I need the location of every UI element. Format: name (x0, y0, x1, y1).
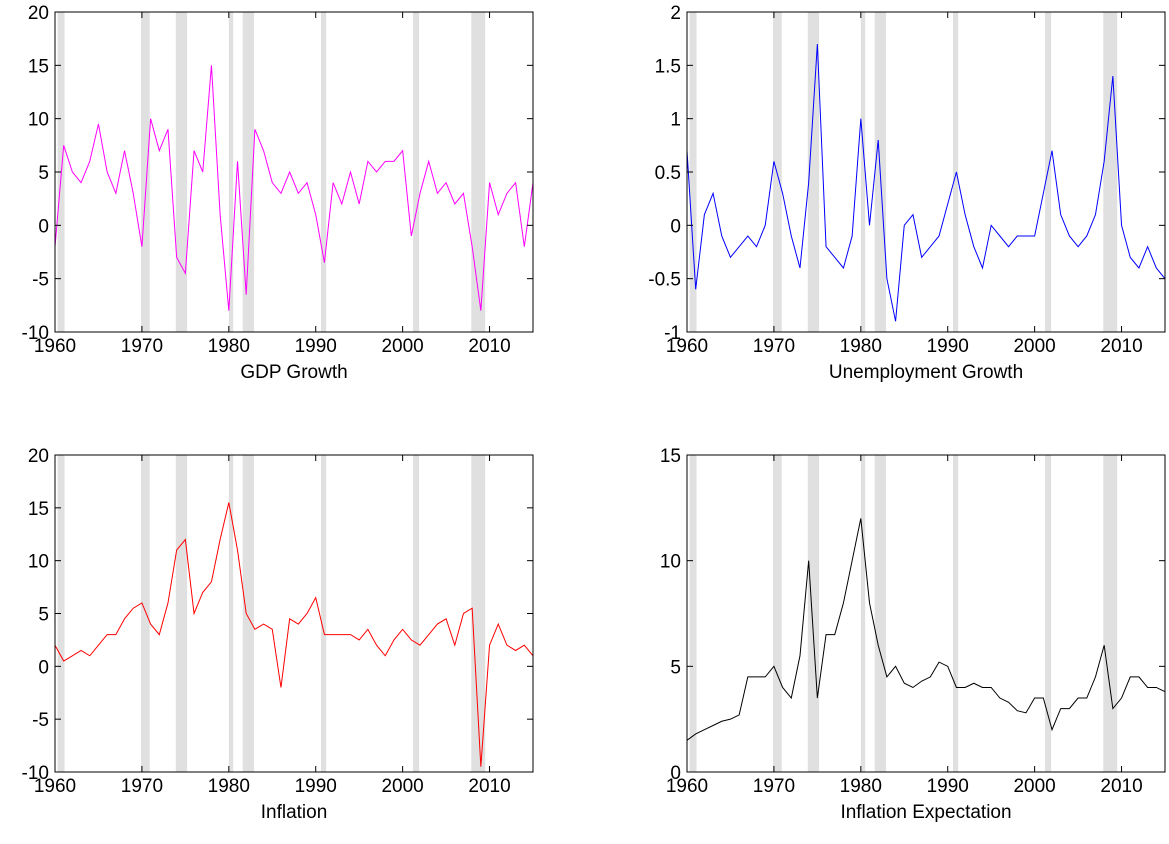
recession-band (860, 455, 866, 772)
y-tick-label: 10 (28, 110, 49, 131)
y-tick-label: -10 (22, 323, 49, 344)
x-tick-label: 2010 (468, 776, 510, 797)
x-tick-label: 1990 (295, 776, 337, 797)
series-line (54, 65, 534, 311)
recession-band (860, 12, 866, 332)
recession-band (141, 12, 150, 332)
x-axis-label: Unemployment Growth (829, 362, 1023, 383)
recession-band (471, 455, 486, 772)
recession-band (175, 12, 188, 332)
y-tick-label: 10 (660, 552, 681, 573)
x-tick-label: 1980 (208, 776, 250, 797)
recession-band (413, 12, 420, 332)
x-tick-label: 2000 (381, 776, 423, 797)
x-tick-label: 1980 (208, 336, 250, 357)
y-tick-label: 0 (670, 763, 681, 784)
recession-band (413, 455, 420, 772)
x-tick-label: 1970 (753, 336, 795, 357)
recession-band (773, 12, 782, 332)
x-tick-label: 1960 (34, 336, 76, 357)
x-tick-label: 1970 (753, 776, 795, 797)
recession-band (175, 455, 188, 772)
x-axis-label: Inflation Expectation (840, 802, 1011, 823)
recession-band (320, 455, 327, 772)
x-tick-label: 1990 (927, 776, 969, 797)
y-tick-label: 20 (28, 3, 49, 24)
y-tick-label: -0.5 (648, 270, 681, 291)
recession-band (141, 455, 150, 772)
x-tick-label: 2010 (1100, 776, 1142, 797)
y-tick-label: -10 (22, 763, 49, 784)
recession-band (689, 12, 697, 332)
y-tick-label: 0 (38, 657, 49, 678)
y-tick-label: 0.5 (655, 163, 681, 184)
x-tick-label: 2000 (1013, 776, 1055, 797)
x-tick-label: 2010 (1100, 336, 1142, 357)
y-tick-label: 5 (38, 163, 49, 184)
x-tick-label: 1960 (666, 336, 708, 357)
x-tick-label: 1980 (840, 776, 882, 797)
recession-band (1045, 455, 1052, 772)
axes-frame (54, 454, 534, 773)
y-tick-label: 0 (38, 216, 49, 237)
axes-frame (686, 454, 1166, 773)
x-tick-label: 1970 (121, 336, 163, 357)
series-line (54, 502, 534, 767)
y-tick-label: -1 (664, 323, 681, 344)
recession-band (228, 455, 234, 772)
x-tick-label: 1980 (840, 336, 882, 357)
y-tick-label: 1.5 (655, 56, 681, 77)
y-tick-label: 1 (670, 110, 681, 131)
x-tick-label: 1960 (34, 776, 76, 797)
recession-band (320, 12, 327, 332)
axes-frame (686, 11, 1166, 333)
y-tick-label: 15 (28, 499, 49, 520)
x-tick-label: 1990 (295, 336, 337, 357)
recession-band (471, 12, 486, 332)
axes-frame (54, 11, 534, 333)
y-tick-label: -5 (32, 710, 49, 731)
recession-band (1103, 12, 1118, 332)
y-tick-label: 2 (670, 3, 681, 24)
recession-band (952, 455, 959, 772)
recession-band (228, 12, 234, 332)
x-tick-label: 1990 (927, 336, 969, 357)
recession-band (242, 455, 255, 772)
x-axis-label: GDP Growth (240, 362, 347, 383)
y-tick-label: 15 (660, 446, 681, 467)
y-tick-label: 5 (670, 657, 681, 678)
series-line (686, 518, 1166, 741)
recession-band (807, 455, 820, 772)
recession-band (689, 455, 697, 772)
series-line (686, 43, 1166, 322)
recession-band (807, 12, 820, 332)
recession-band (874, 455, 887, 772)
x-tick-label: 1960 (666, 776, 708, 797)
y-tick-label: 5 (38, 605, 49, 626)
x-tick-label: 1970 (121, 776, 163, 797)
y-tick-label: 15 (28, 56, 49, 77)
x-tick-label: 2000 (381, 336, 423, 357)
x-axis-label: Inflation (261, 802, 328, 823)
recession-band (952, 12, 959, 332)
y-tick-label: -5 (32, 270, 49, 291)
y-tick-label: 10 (28, 552, 49, 573)
x-tick-label: 2000 (1013, 336, 1055, 357)
recession-band (1103, 455, 1118, 772)
y-tick-label: 20 (28, 446, 49, 467)
recession-band (242, 12, 255, 332)
x-tick-label: 2010 (468, 336, 510, 357)
recession-band (773, 455, 782, 772)
y-tick-label: 0 (670, 216, 681, 237)
recession-band (57, 455, 65, 772)
